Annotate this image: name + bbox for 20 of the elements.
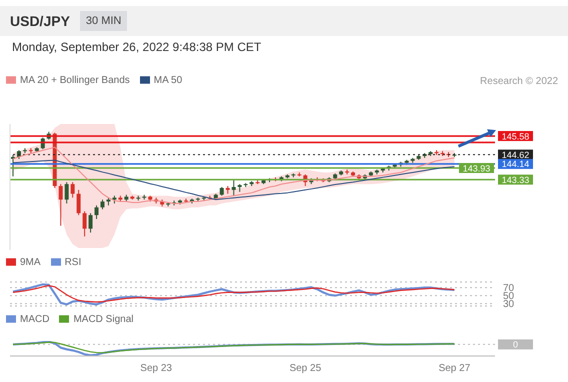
x-tick-label: Sep 23	[140, 363, 172, 374]
y-tick-label: 30	[503, 299, 515, 310]
ref-line-label: 144.62	[502, 150, 530, 160]
chart-title: USD/JPY	[10, 13, 70, 29]
x-tick-label: Sep 27	[438, 363, 471, 374]
legend-label: RSI	[64, 257, 82, 268]
ref-line-label: 144.14	[502, 159, 530, 170]
ref-line-label: 0	[512, 340, 518, 350]
ref-line-label: 143.33	[502, 174, 530, 185]
legend-label: 9MA	[20, 257, 41, 268]
text: Research © 2022	[480, 76, 558, 87]
legend-label: MA 50	[154, 75, 182, 86]
ref-line-label: 143.93	[462, 163, 490, 174]
text: Monday, September 26, 2022 9:48:38 PM CET	[12, 40, 262, 54]
chart-subtitle: 30 MIN	[80, 11, 128, 31]
legend-label: MACD Signal	[73, 314, 134, 325]
legend-label: MA 20 + Bollinger Bands	[20, 75, 130, 86]
legend-label: MACD	[20, 314, 50, 325]
x-tick-label: Sep 25	[289, 363, 322, 374]
ref-line-label: 145.58	[502, 131, 530, 142]
